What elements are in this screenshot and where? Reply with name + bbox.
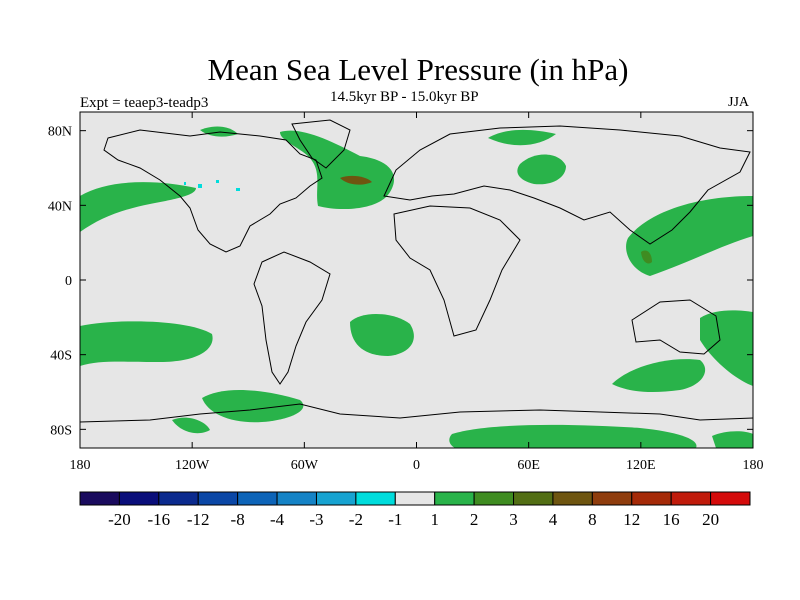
colorbar-swatch (394, 491, 436, 506)
coast-eurasia (383, 125, 751, 245)
colorbar-swatch (552, 491, 593, 506)
anomaly-amundsen (172, 417, 210, 434)
colorbar-label: 12 (623, 510, 640, 529)
lon-tick-label: 180 (743, 458, 764, 473)
anomaly-ross (712, 431, 753, 448)
colorbar-label: 16 (663, 510, 680, 529)
lat-tick-label: 40S (50, 349, 72, 364)
anomaly-antarctic-coast (449, 424, 697, 448)
colorbar-label: -8 (231, 510, 245, 529)
colorbar-label: 20 (702, 510, 719, 529)
coast-australia (631, 299, 721, 355)
lon-tick-label: 180 (70, 458, 91, 473)
colorbar-swatch (118, 491, 160, 506)
colorbar-label: -20 (108, 510, 131, 529)
lon-tick-label: 0 (413, 458, 420, 473)
lon-tick-label: 120W (175, 458, 210, 473)
anomaly-tasman (700, 310, 753, 386)
colorbar-swatch (79, 491, 120, 506)
colorbar-swatch (158, 491, 199, 506)
coastlines (79, 119, 754, 423)
anomaly-npacific-west (80, 182, 196, 232)
colorbar-swatch (276, 491, 317, 506)
colorbar-label: -4 (270, 510, 285, 529)
colorbar-swatch (513, 491, 554, 506)
latitude-axis: 80N 40N 0 40S 80S (48, 125, 753, 438)
colorbar-swatch (591, 491, 633, 506)
anomaly-siberia (517, 154, 566, 185)
negative-anomaly-dots (184, 180, 240, 191)
anomaly-southern-ocean (202, 389, 304, 423)
coast-north-america (103, 129, 323, 253)
colorbar-label: -3 (309, 510, 323, 529)
anomaly-satlantic (350, 313, 414, 356)
anomaly-fields (80, 126, 753, 448)
anomaly-natlantic-core (340, 175, 372, 185)
lat-tick-label: 80N (48, 125, 72, 140)
anomaly-norway-sea (488, 129, 556, 146)
colorbar-label: 1 (430, 510, 439, 529)
lon-tick-label: 60W (291, 458, 319, 473)
colorbar-swatch (670, 491, 712, 506)
anomaly-indian-south (612, 359, 706, 392)
anomaly-greenland-n (200, 126, 238, 137)
colorbar-label: 4 (549, 510, 558, 529)
lat-tick-label: 80S (50, 423, 72, 438)
lat-tick-label: 0 (65, 274, 72, 289)
longitude-axis: 180 120W 60W 0 60E 120E 180 (70, 112, 764, 473)
colorbar-swatch (237, 491, 278, 506)
lon-tick-label: 120E (626, 458, 656, 473)
coast-south-america (253, 251, 331, 385)
lat-tick-label: 40N (48, 199, 72, 214)
coast-antarctica (79, 403, 754, 423)
experiment-label: Expt = teaep3-teadp3 (80, 95, 209, 111)
colorbar-label: -2 (349, 510, 363, 529)
map-background (80, 112, 753, 448)
colorbar: -20 -16 -12 -8 -4 -3 -2 -1 1 2 3 4 8 12 16 20 (79, 491, 751, 529)
anomaly-spacific-west (80, 321, 213, 366)
colorbar-swatch (473, 491, 515, 506)
colorbar-label: -1 (388, 510, 402, 529)
lon-tick-label: 60E (517, 458, 540, 473)
colorbar-swatch (315, 491, 357, 506)
coast-africa (393, 205, 521, 337)
colorbar-label: 2 (470, 510, 479, 529)
colorbar-swatch (631, 491, 672, 506)
colorbar-label: 8 (588, 510, 597, 529)
colorbar-swatch (710, 491, 751, 506)
anomaly-nwpacific (626, 196, 753, 276)
season-label: JJA (728, 95, 750, 110)
anomaly-natlantic (280, 130, 395, 210)
chart-subtitle: 14.5kyr BP - 15.0kyr BP (330, 89, 479, 105)
anomaly-philippines-core (641, 250, 652, 264)
chart-title: Mean Sea Level Pressure (in hPa) (207, 52, 629, 87)
colorbar-label: -16 (147, 510, 170, 529)
colorbar-swatch (355, 491, 396, 506)
coast-greenland (291, 119, 351, 169)
colorbar-label: 3 (509, 510, 518, 529)
colorbar-label: -12 (187, 510, 210, 529)
colorbar-swatch (434, 491, 475, 506)
colorbar-swatch (197, 491, 239, 506)
